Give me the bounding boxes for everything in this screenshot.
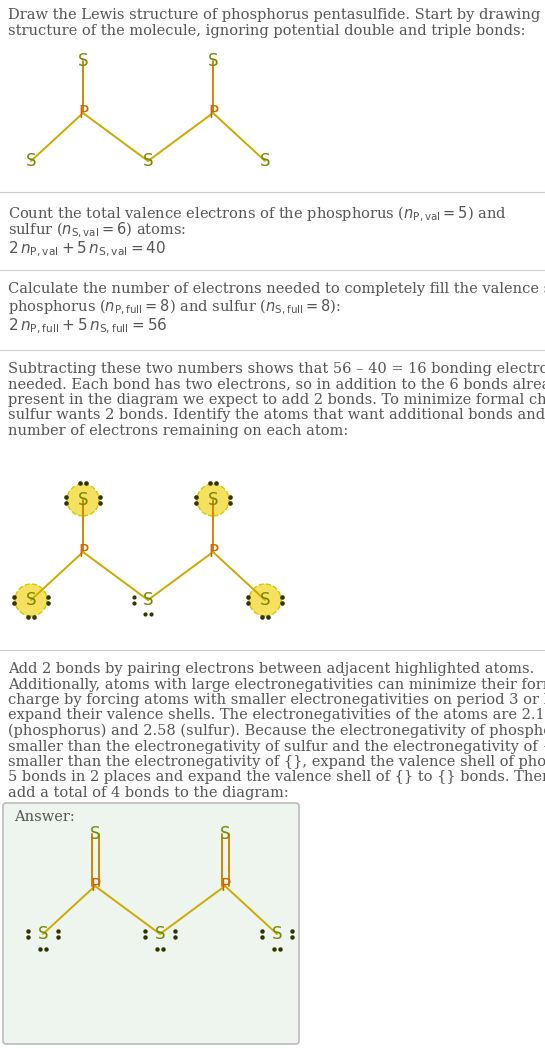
Text: P: P <box>78 543 88 561</box>
Text: needed. Each bond has two electrons, so in addition to the 6 bonds already: needed. Each bond has two electrons, so … <box>8 378 545 391</box>
Text: $2\,n_{\mathrm{P,full}} + 5\,n_{\mathrm{S,full}} = 56$: $2\,n_{\mathrm{P,full}} + 5\,n_{\mathrm{… <box>8 317 167 337</box>
Text: Subtracting these two numbers shows that 56 – 40 = 16 bonding electrons are: Subtracting these two numbers shows that… <box>8 362 545 376</box>
FancyBboxPatch shape <box>3 802 299 1044</box>
Text: P: P <box>90 877 100 895</box>
Text: number of electrons remaining on each atom:: number of electrons remaining on each at… <box>8 424 348 438</box>
Text: S: S <box>208 52 218 70</box>
Text: 5 bonds in 2 places and expand the valence shell of {} to {} bonds. Therefore we: 5 bonds in 2 places and expand the valen… <box>8 771 545 785</box>
Text: Answer:: Answer: <box>14 810 75 825</box>
Text: add a total of 4 bonds to the diagram:: add a total of 4 bonds to the diagram: <box>8 786 289 800</box>
Text: S: S <box>38 925 49 943</box>
Text: expand their valence shells. The electronegativities of the atoms are 2.19: expand their valence shells. The electro… <box>8 708 545 723</box>
Text: Draw the Lewis structure of phosphorus pentasulfide. Start by drawing the overal: Draw the Lewis structure of phosphorus p… <box>8 8 545 38</box>
Text: S: S <box>208 491 218 509</box>
Text: smaller than the electronegativity of {}, expand the valence shell of phosphorus: smaller than the electronegativity of {}… <box>8 755 545 769</box>
Text: Additionally, atoms with large electronegativities can minimize their formal: Additionally, atoms with large electrone… <box>8 678 545 691</box>
Text: S: S <box>26 591 37 609</box>
Circle shape <box>249 584 281 616</box>
Text: P: P <box>208 104 218 122</box>
Text: S: S <box>260 591 270 609</box>
Text: S: S <box>90 825 100 843</box>
Text: present in the diagram we expect to add 2 bonds. To minimize formal charge: present in the diagram we expect to add … <box>8 393 545 407</box>
Circle shape <box>15 584 47 616</box>
Text: S: S <box>272 925 282 943</box>
Text: S: S <box>26 152 37 170</box>
Text: Calculate the number of electrons needed to completely fill the valence shells f: Calculate the number of electrons needed… <box>8 282 545 296</box>
Text: S: S <box>143 152 153 170</box>
Text: smaller than the electronegativity of sulfur and the electronegativity of {} is: smaller than the electronegativity of su… <box>8 740 545 753</box>
Text: sulfur ($n_{\mathrm{S,val}} = 6$) atoms:: sulfur ($n_{\mathrm{S,val}} = 6$) atoms: <box>8 220 186 240</box>
Text: S: S <box>78 491 88 509</box>
Circle shape <box>67 484 99 516</box>
Circle shape <box>197 484 229 516</box>
Text: Add 2 bonds by pairing electrons between adjacent highlighted atoms.: Add 2 bonds by pairing electrons between… <box>8 662 534 676</box>
Text: (phosphorus) and 2.58 (sulfur). Because the electronegativity of phosphorus is: (phosphorus) and 2.58 (sulfur). Because … <box>8 724 545 738</box>
Text: S: S <box>155 925 165 943</box>
Text: phosphorus ($n_{\mathrm{P,full}} = 8$) and sulfur ($n_{\mathrm{S,full}} = 8$):: phosphorus ($n_{\mathrm{P,full}} = 8$) a… <box>8 298 341 317</box>
Text: S: S <box>220 825 230 843</box>
Text: $2\,n_{\mathrm{P,val}} + 5\,n_{\mathrm{S,val}} = 40$: $2\,n_{\mathrm{P,val}} + 5\,n_{\mathrm{S… <box>8 240 166 259</box>
Text: Count the total valence electrons of the phosphorus ($n_{\mathrm{P,val}} = 5$) a: Count the total valence electrons of the… <box>8 205 507 224</box>
Text: sulfur wants 2 bonds. Identify the atoms that want additional bonds and the: sulfur wants 2 bonds. Identify the atoms… <box>8 408 545 423</box>
Text: S: S <box>78 52 88 70</box>
Text: S: S <box>143 591 153 609</box>
Text: P: P <box>220 877 230 895</box>
Text: P: P <box>78 104 88 122</box>
Text: P: P <box>208 543 218 561</box>
Text: S: S <box>260 152 270 170</box>
Text: charge by forcing atoms with smaller electronegativities on period 3 or higher t: charge by forcing atoms with smaller ele… <box>8 693 545 707</box>
